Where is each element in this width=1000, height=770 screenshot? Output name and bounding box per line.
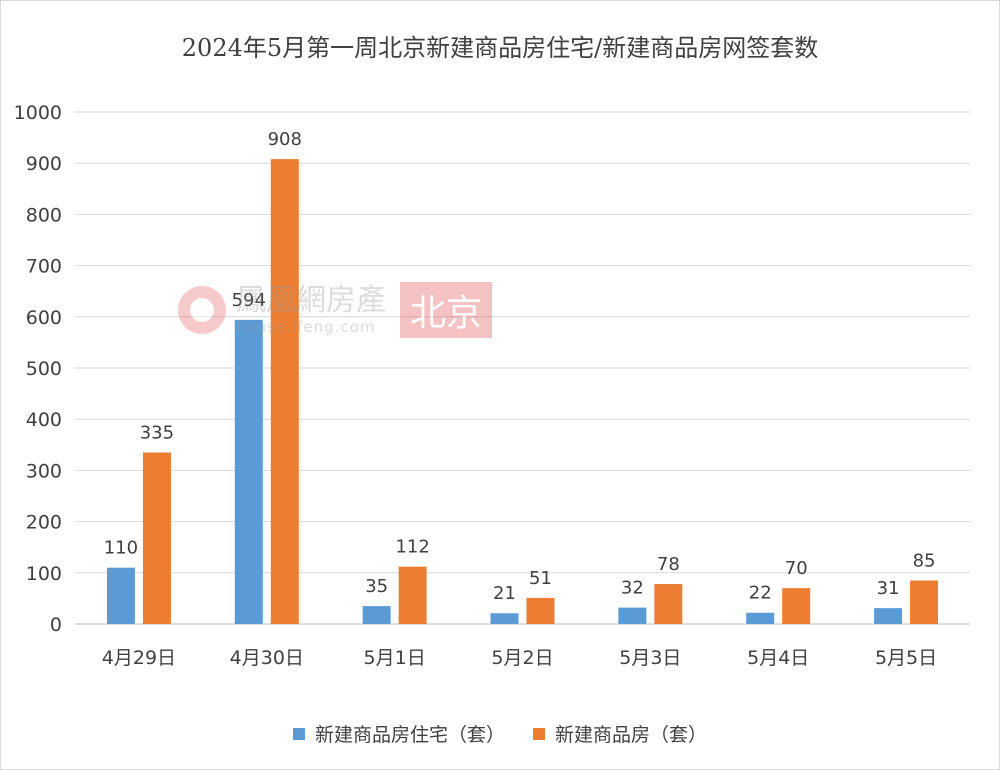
y-tick-label: 0 (50, 614, 62, 636)
legend-item-residential: 新建商品房住宅（套） (292, 720, 505, 747)
x-tick-label: 5月5日 (875, 647, 937, 669)
y-tick-label: 900 (26, 153, 62, 175)
ifeng-logo-icon (178, 286, 226, 334)
bar-residential (490, 613, 519, 624)
watermark: 鳳凰網房產 house.ifeng.com 北京 (178, 282, 493, 338)
bar-all (910, 580, 939, 624)
bar-residential (874, 608, 903, 624)
data-label: 31 (877, 578, 900, 599)
bar-residential (618, 607, 647, 624)
y-tick-label: 1000 (14, 102, 62, 124)
y-tick-label: 500 (26, 358, 62, 380)
y-tick-label: 300 (26, 460, 62, 482)
watermark-brand: 鳳凰網房產 (236, 283, 386, 318)
y-tick-label: 200 (26, 512, 62, 534)
watermark-url: house.ifeng.com (236, 318, 376, 336)
data-label: 112 (395, 537, 429, 558)
data-label: 78 (657, 554, 680, 575)
data-label: 70 (785, 558, 808, 579)
x-tick-label: 5月2日 (491, 647, 553, 669)
bar-all (654, 584, 683, 624)
legend-label-residential: 新建商品房住宅（套） (314, 724, 505, 746)
data-label: 35 (365, 576, 388, 597)
x-tick-label: 4月30日 (230, 647, 304, 669)
bar-all (782, 588, 811, 624)
chart-title: 2024年5月第一周北京新建商品房住宅/新建商品房网签套数 (181, 34, 819, 62)
y-tick-label: 800 (26, 204, 62, 226)
y-tick-label: 100 (26, 563, 62, 585)
bar-all (270, 159, 299, 624)
legend-item-all: 新建商品房（套） (533, 720, 707, 747)
data-label: 85 (913, 550, 936, 571)
data-label: 908 (268, 129, 302, 150)
bar-all (526, 597, 555, 624)
data-label: 32 (621, 578, 644, 599)
bar-all (398, 566, 427, 624)
x-tick-label: 5月1日 (364, 647, 426, 669)
legend-label-all: 新建商品房（套） (555, 724, 708, 746)
y-tick-label: 700 (26, 256, 62, 278)
y-tick-label: 400 (26, 409, 62, 431)
x-tick-label: 5月3日 (619, 647, 681, 669)
bar-residential (746, 612, 775, 624)
bar-chart: 0 100 200 300 400 500 600 700 800 900 1000 110 335 4月… (14, 102, 970, 669)
legend-swatch-all (533, 727, 545, 740)
legend: 新建商品房住宅（套） 新建商品房（套） (0, 720, 1000, 747)
data-label: 110 (104, 538, 138, 559)
legend-swatch-residential (292, 727, 305, 740)
bar-residential (106, 567, 135, 624)
data-label: 21 (493, 583, 516, 604)
data-label: 594 (232, 290, 266, 311)
x-tick-label: 4月29日 (102, 647, 176, 669)
data-label: 51 (529, 568, 552, 589)
data-label: 335 (140, 422, 174, 443)
watermark-city: 北京 (400, 282, 493, 338)
bar-all (142, 452, 171, 624)
y-tick-label: 600 (26, 307, 62, 329)
bar-residential (234, 319, 263, 624)
x-tick-label: 5月4日 (747, 647, 809, 669)
bar-residential (362, 606, 391, 624)
data-label: 22 (749, 583, 772, 604)
